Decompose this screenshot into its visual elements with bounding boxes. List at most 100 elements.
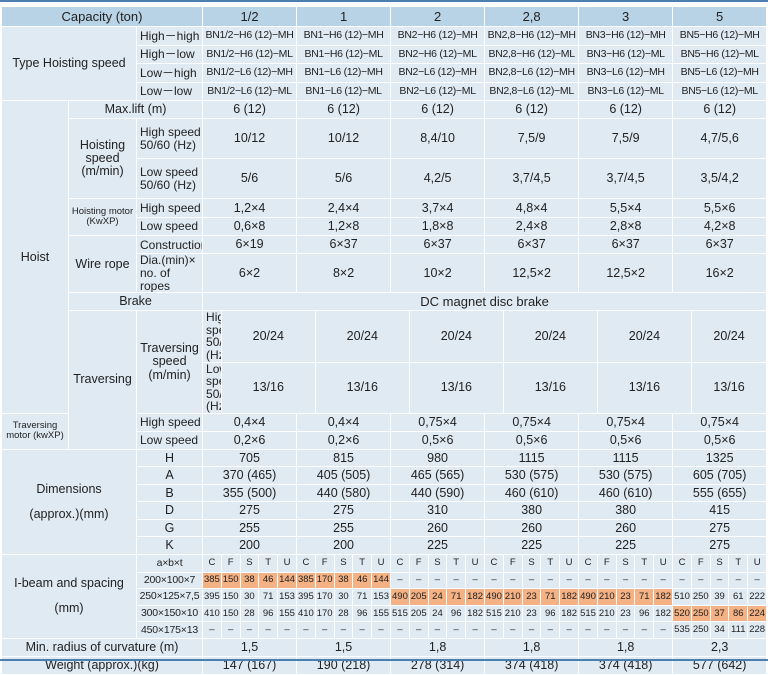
ibeam-value: – [446,571,467,590]
ibeam-value: – [352,621,373,639]
traversing-motor-high: 0,4×4 [296,412,392,432]
ibeam-value: – [521,571,542,590]
ibeam-value: 23 [615,604,636,623]
ibeam-value: – [296,621,316,639]
ibeam-col-header: T [446,553,467,573]
ibeam-row: 250×125×7,5 395 150 30 71 153 395 170 30 71 153 490… [2,588,768,606]
hoisting-motor-high-row: Hoisting motor (KwXP) High speed 1,2×4 2,4×… [2,198,768,237]
ibeam-value: 71 [446,588,467,606]
dimension-value: 440 (580) [296,483,392,503]
dimension-value: 605 (705) [672,466,768,485]
ibeam-col-header: U [559,553,580,573]
ibeam-value: 182 [465,604,486,623]
ibeam-value: 28 [239,604,260,623]
ibeam-value: – [578,621,598,639]
dimension-value: 1115 [484,448,580,468]
ibeam-value: – [709,571,730,590]
capacity-label: Capacity (ton) [0,6,204,27]
model-code: BN1−L6 (12)−ML [296,81,392,102]
ibeam-value: – [578,571,598,590]
ibeam-value: 205 [408,588,429,606]
ibeam-value: 37 [709,604,730,623]
ibeam-label: I-beam and spacing (mm) [1,553,137,639]
dia-value: 6×2 [202,253,298,294]
ibeam-value: 490 [578,588,598,606]
ibeam-value: 210 [502,588,523,606]
ibeam-value: – [596,621,617,639]
traversing-speed-high: 20/24 [502,310,598,363]
model-code: BN5−H6 (12)−MH [672,26,768,46]
ibeam-col-header: S [333,553,354,573]
capacity-value: 2,8 [484,6,580,27]
construction-value: 6×37 [484,235,580,255]
model-code: BN5−H6 (12)−ML [672,44,768,65]
ibeam-value: 250 [690,621,711,639]
ibeam-col-header: F [408,553,429,573]
ibeam-col-header: S [521,553,542,573]
model-code: BN2,8−H6 (12)−MH [484,26,580,46]
ibeam-value: 515 [390,604,410,623]
ibeam-value: 71 [540,588,561,606]
ibeam-col-header: U [653,553,674,573]
ibeam-value: – [521,621,542,639]
dimension-value: 275 [672,536,768,555]
traversing-motor-high: 0,75×4 [672,412,768,432]
hoisting-speed-low: 4,2/5 [390,158,486,200]
dimension-value: 225 [484,536,580,555]
brake-label: Brake [67,292,204,312]
dimension-value: 310 [390,501,486,520]
ibeam-value: 96 [446,604,467,623]
hoisting-speed-low: 5/6 [202,158,298,200]
capacity-value: 2 [390,6,486,27]
dimension-key: D [135,501,204,520]
model-code: BN1/2−L6 (12)−ML [202,81,298,102]
dia-value: 10×2 [390,253,486,294]
ibeam-value: – [559,571,580,590]
ibeam-value: – [408,621,429,639]
dimension-value: 980 [390,448,486,468]
ibeam-size: 300×150×10 [135,604,204,623]
ibeam-value: 30 [239,588,260,606]
ibeam-value: 71 [634,588,655,606]
ibeam-value: 515 [484,604,504,623]
ibeam-value: – [465,571,486,590]
ibeam-size: 450×175×13 [135,621,204,639]
dimension-value: 530 (575) [484,466,580,485]
dimension-value: 440 (590) [390,483,486,503]
ibeam-value: – [653,571,674,590]
hoisting-motor-label: Hoisting motor (KwXP) [68,198,137,237]
construction-row: Wire rope Construction 6×19 6×37 6×37 6×37 6×3… [2,235,768,294]
dimension-value: 465 (565) [390,466,486,485]
ibeam-value: – [390,571,410,590]
traversing-speed-low: 13/16 [220,361,316,414]
dimension-value: 200 [202,536,298,555]
ibeam-col-header: C [390,553,410,573]
ibeam-value: 535 [672,621,692,639]
ibeam-value: 46 [352,571,373,590]
ibeam-value: 155 [371,604,392,623]
axbxt-label: a×b×t [135,553,204,573]
ibeam-value: 150 [220,588,241,606]
dimension-value: 200 [296,536,392,555]
ibeam-value: 34 [709,621,730,639]
min-radius-value: 1,8 [390,637,486,657]
ibeam-value: 250 [690,588,711,606]
hoisting-motor-high: 5,5×4 [578,198,674,218]
dia-label: Dia.(min)× no. of ropes [135,253,204,294]
ibeam-value: 144 [277,571,298,590]
model-code: BN2,8−H6 (12)−ML [484,44,580,65]
dia-value: 8×2 [296,253,392,294]
tm-high-label: High speed [135,412,204,432]
ibeam-col-header: T [258,553,279,573]
ibeam-value: – [427,571,448,590]
hoisting-motor-low: 2,4×8 [484,216,580,237]
maxlift-value: 6 (12) [672,100,768,120]
dimension-value: 380 [578,501,674,520]
ibeam-value: 210 [596,588,617,606]
ibeam-value: 182 [465,588,486,606]
ibeam-col-header: S [239,553,260,573]
ibeam-value: 182 [559,604,580,623]
model-code: BN1−H6 (12)−MH [296,26,392,46]
traversing-motor-low: 0,5×6 [672,430,768,450]
hoisting-speed-high: 10/12 [202,118,298,160]
